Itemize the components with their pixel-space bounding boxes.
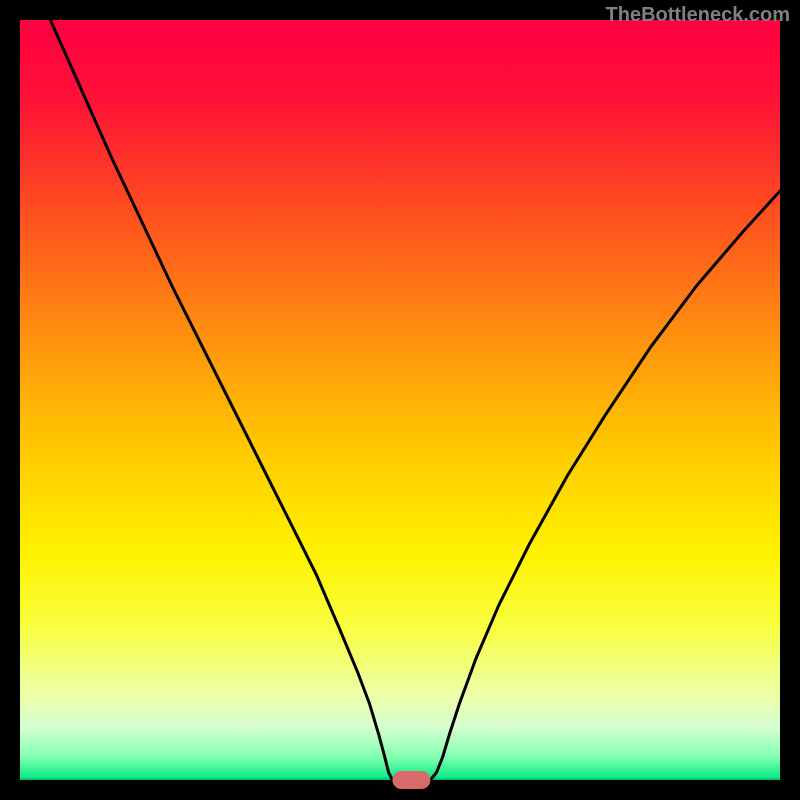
watermark-text: TheBottleneck.com — [606, 4, 790, 27]
chart-container: TheBottleneck.com — [0, 0, 800, 800]
plot-gradient-background — [20, 20, 780, 780]
optimum-marker — [392, 771, 430, 789]
bottleneck-chart — [0, 0, 800, 800]
